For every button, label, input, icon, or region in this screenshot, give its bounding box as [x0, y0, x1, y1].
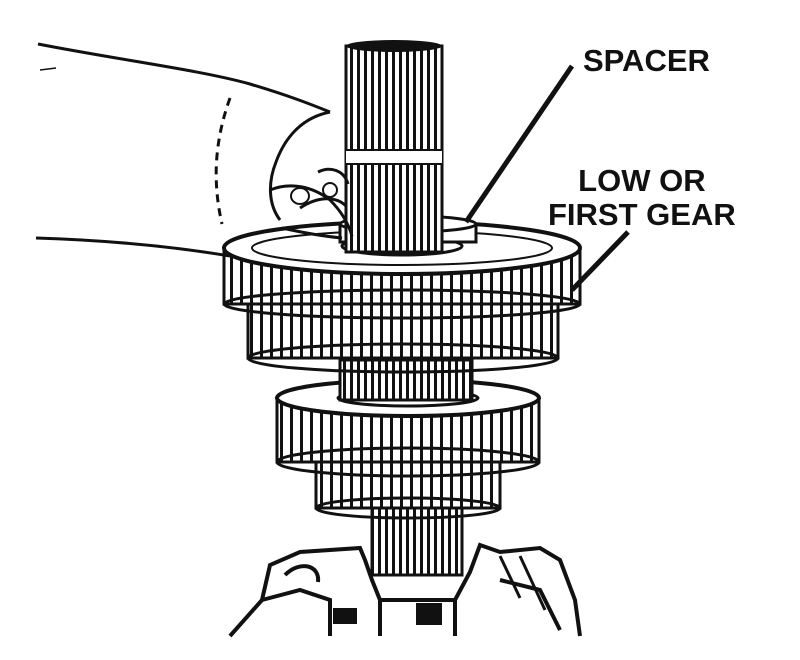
main-shaft — [344, 40, 444, 254]
spacer-label: SPACER — [583, 43, 710, 78]
transmission-case — [228, 542, 582, 638]
callout-leaders — [463, 64, 630, 292]
spacer-leader-line — [463, 64, 575, 224]
first-gear-label-line1: LOW OR — [578, 163, 706, 198]
first-gear-label: LOW OR FIRST GEAR — [548, 164, 736, 232]
mid-shaft-splines — [338, 358, 474, 402]
first-gear-label-line2: FIRST GEAR — [548, 197, 736, 232]
technician-hand — [35, 42, 354, 258]
first-gear-hub — [246, 298, 560, 374]
gear-leader-line — [570, 230, 630, 292]
lower-small-gear — [314, 458, 502, 520]
